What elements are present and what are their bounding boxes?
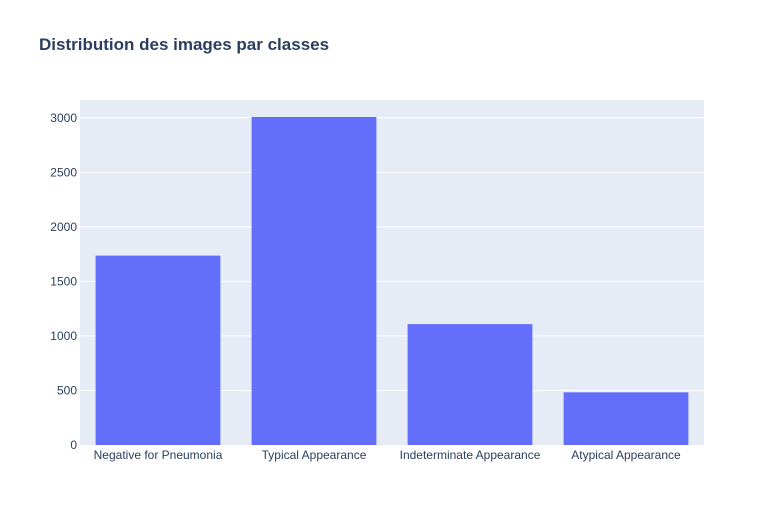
- y-tick-label: 0: [70, 438, 77, 452]
- x-axis-ticks: Negative for Pneumonia Typical Appearance…: [94, 448, 681, 462]
- bar[interactable]: [251, 117, 377, 445]
- y-axis-ticks: 0 500 1000 1500 2000 2500 3000: [50, 111, 77, 452]
- y-tick-label: 3000: [50, 111, 77, 125]
- y-tick-label: 1500: [50, 274, 77, 288]
- bar[interactable]: [95, 255, 221, 445]
- chart-title: Distribution des images par classes: [39, 35, 329, 54]
- x-tick-label: Atypical Appearance: [571, 448, 681, 462]
- y-tick-label: 2000: [50, 220, 77, 234]
- bar[interactable]: [407, 324, 533, 445]
- x-tick-label: Indeterminate Appearance: [400, 448, 541, 462]
- x-tick-label: Negative for Pneumonia: [94, 448, 223, 462]
- bars: [95, 117, 689, 445]
- y-tick-label: 1000: [50, 329, 77, 343]
- y-tick-label: 500: [57, 383, 77, 397]
- x-tick-label: Typical Appearance: [262, 448, 367, 462]
- bar[interactable]: [563, 392, 689, 445]
- y-tick-label: 2500: [50, 165, 77, 179]
